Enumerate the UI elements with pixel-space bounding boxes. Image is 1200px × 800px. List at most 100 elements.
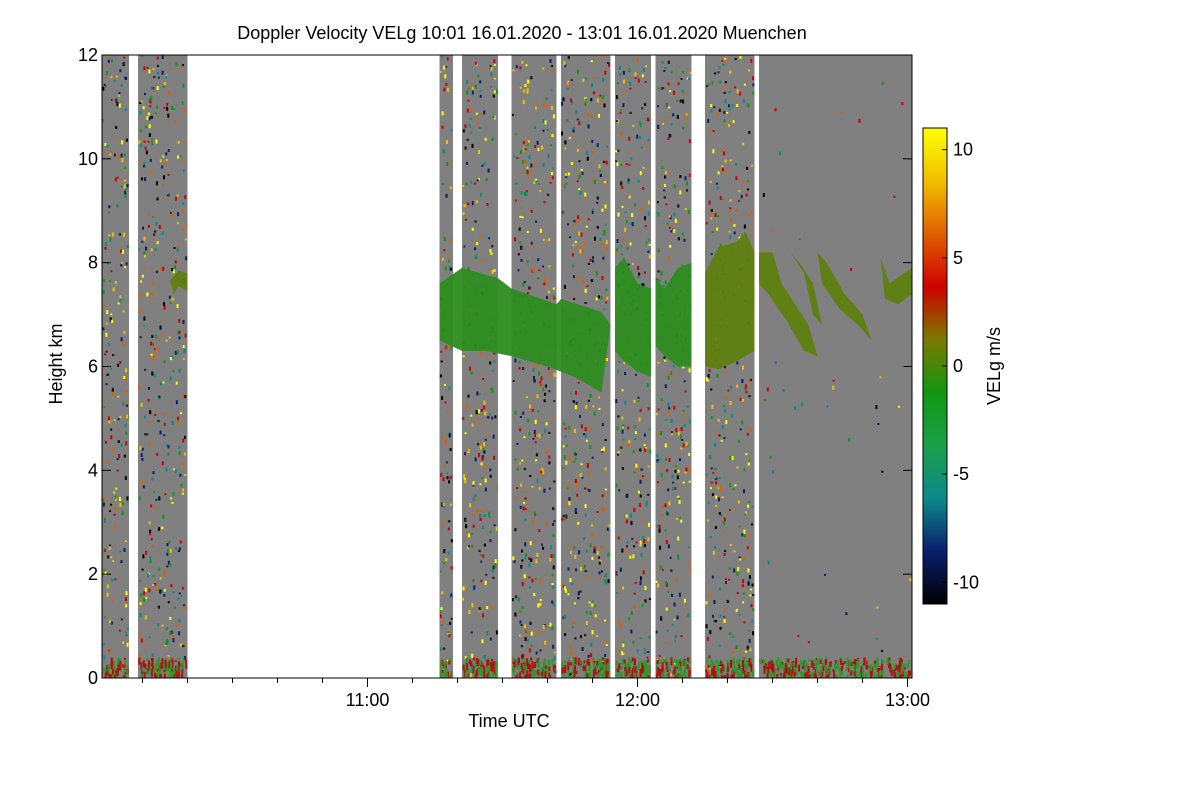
speckle-dot [152,471,155,475]
surface-clutter [747,660,750,667]
speckle-dot [163,588,166,592]
speckle-dot [681,264,684,267]
speckle-dot [153,373,156,377]
speckle-dot [564,140,567,145]
speckle-dot [159,267,162,270]
speckle-dot [178,336,181,340]
speckle-dot [530,163,533,168]
speckle-dot [587,218,590,221]
speckle-dot [525,64,528,67]
speckle-dot [643,433,646,437]
speckle-dot [148,420,151,424]
speckle-dot [159,325,162,330]
speckle-dot [151,371,154,376]
speckle-dot [537,603,540,608]
speckle-dot [161,526,164,530]
surface-clutter [605,670,608,678]
speckle-dot [584,192,587,197]
speckle-dot [149,559,152,563]
speckle-dot [561,101,563,106]
speckle-dot [596,143,599,148]
speckle-dot [688,480,691,483]
speckle-dot [142,226,144,230]
speckle-dot [639,494,642,498]
speckle-dot [102,498,105,503]
speckle-dot [683,423,686,427]
speckle-dot [125,604,128,608]
speckle-dot [626,541,629,544]
speckle-dot [747,581,750,586]
speckle-dot [474,84,477,89]
surface-clutter [748,673,751,678]
speckle-dot [627,178,630,182]
surface-clutter [655,665,658,669]
speckle-dot [604,438,607,441]
speckle-dot [688,368,691,373]
speckle-dot [662,122,664,125]
speckle-dot [464,124,467,129]
speckle-dot [471,653,474,658]
speckle-dot [736,592,739,595]
speckle-dot [448,634,451,638]
speckle-dot [549,371,552,375]
surface-clutter [634,672,637,678]
speckle-dot [152,281,155,286]
surface-clutter [804,673,807,678]
speckle-dot [579,249,582,254]
speckle-dot [144,368,147,371]
speckle-dot [472,513,475,517]
speckle-dot [169,631,172,636]
surface-clutter [829,667,832,674]
speckle-dot [751,505,754,508]
speckle-dot [591,180,594,183]
speckle-dot [688,77,690,80]
cloud-patch-4 [655,262,692,367]
speckle-dot [677,536,680,541]
speckle-dot [632,450,635,453]
speckle-dot [521,559,524,562]
speckle-dot [529,173,532,178]
speckle-dot [152,342,155,346]
speckle-dot [591,83,593,88]
speckle-dot [524,148,527,151]
speckle-dot [171,420,174,425]
speckle-dot [518,366,521,370]
speckle-dot [551,105,553,110]
speckle-dot [662,87,665,90]
speckle-dot [665,116,667,119]
speckle-dot [634,203,636,207]
speckle-dot [148,588,151,593]
surface-clutter [445,660,448,665]
speckle-dot [719,243,722,247]
speckle-dot [683,380,686,383]
surface-clutter [485,673,487,678]
speckle-dot [604,619,606,622]
surface-clutter [895,664,898,670]
surface-clutter [680,673,683,678]
speckle-dot [710,208,713,212]
speckle-dot [682,443,685,448]
speckle-dot [149,532,152,536]
speckle-dot [680,635,683,638]
surface-clutter [678,664,681,671]
speckle-dot [660,616,663,621]
speckle-dot [670,418,673,423]
speckle-dot [576,493,579,497]
surface-clutter [472,665,475,674]
surface-clutter [463,668,466,677]
speckle-dot [666,469,669,473]
speckle-dot [750,588,753,591]
speckle-dot [123,454,126,458]
speckle-dot [542,387,545,392]
speckle-dot [583,433,586,436]
speckle-dot [709,455,712,459]
speckle-dot [150,170,153,175]
surface-clutter [126,669,129,674]
speckle-dot [120,261,123,264]
speckle-dot [151,545,154,548]
speckle-dot [469,117,472,120]
speckle-dot [590,642,593,647]
surface-clutter [631,667,634,671]
speckle-dot [120,153,123,158]
speckle-dot [608,62,610,67]
